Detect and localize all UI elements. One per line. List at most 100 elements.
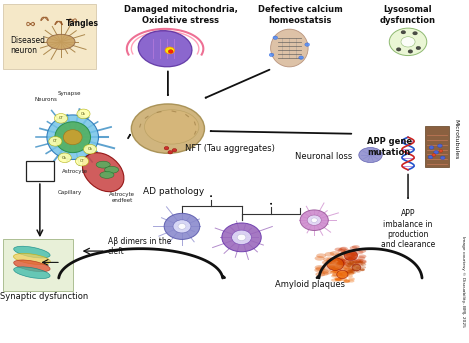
Circle shape <box>432 154 436 156</box>
Circle shape <box>429 146 434 149</box>
Ellipse shape <box>348 280 355 283</box>
Ellipse shape <box>335 257 345 261</box>
Text: Capillary: Capillary <box>57 190 82 195</box>
Text: APP
imbalance in
production
and clearance: APP imbalance in production and clearanc… <box>381 209 435 249</box>
Ellipse shape <box>340 250 348 254</box>
Bar <box>26 161 54 181</box>
Circle shape <box>178 224 186 229</box>
Text: Astrocyte
endfeet: Astrocyte endfeet <box>109 192 135 203</box>
Text: Defective calcium
homeostatsis: Defective calcium homeostatsis <box>258 5 342 25</box>
Ellipse shape <box>345 268 355 273</box>
Ellipse shape <box>322 260 332 265</box>
Text: Diseased
neuron: Diseased neuron <box>10 36 45 56</box>
Circle shape <box>77 109 90 119</box>
Ellipse shape <box>14 267 50 279</box>
Ellipse shape <box>335 278 341 281</box>
Ellipse shape <box>343 266 350 269</box>
Ellipse shape <box>347 270 354 273</box>
Ellipse shape <box>350 271 355 273</box>
Ellipse shape <box>338 259 346 262</box>
Text: Microtubules: Microtubules <box>454 119 458 159</box>
Ellipse shape <box>341 259 349 262</box>
Ellipse shape <box>335 262 345 266</box>
Ellipse shape <box>346 261 351 264</box>
Ellipse shape <box>332 270 338 273</box>
Text: Aβ dimers in the
cleft: Aβ dimers in the cleft <box>108 237 171 256</box>
Circle shape <box>440 156 445 159</box>
Circle shape <box>173 220 191 233</box>
Ellipse shape <box>356 267 361 269</box>
Circle shape <box>232 230 251 245</box>
Text: Ck: Ck <box>88 147 92 151</box>
Ellipse shape <box>331 270 338 273</box>
Ellipse shape <box>359 147 382 163</box>
Ellipse shape <box>352 245 360 249</box>
Ellipse shape <box>349 261 354 263</box>
Ellipse shape <box>332 265 339 269</box>
Circle shape <box>352 264 361 271</box>
Ellipse shape <box>333 270 340 273</box>
Ellipse shape <box>322 270 332 275</box>
Circle shape <box>434 151 439 154</box>
Ellipse shape <box>348 269 354 272</box>
Ellipse shape <box>96 161 110 168</box>
Ellipse shape <box>346 272 352 274</box>
Ellipse shape <box>360 268 365 271</box>
Ellipse shape <box>144 110 199 144</box>
Ellipse shape <box>349 263 355 265</box>
Circle shape <box>172 149 177 152</box>
Circle shape <box>413 32 417 35</box>
Circle shape <box>305 43 310 46</box>
Ellipse shape <box>315 256 325 261</box>
Ellipse shape <box>348 269 354 271</box>
Circle shape <box>299 56 303 59</box>
Ellipse shape <box>319 271 329 276</box>
Ellipse shape <box>351 271 356 274</box>
Ellipse shape <box>326 259 336 264</box>
Circle shape <box>311 218 318 223</box>
Ellipse shape <box>358 249 366 253</box>
Ellipse shape <box>344 268 354 272</box>
Circle shape <box>401 31 406 34</box>
Circle shape <box>165 47 174 54</box>
Circle shape <box>438 144 442 147</box>
Circle shape <box>344 251 357 260</box>
Ellipse shape <box>348 257 356 260</box>
Ellipse shape <box>323 257 333 262</box>
Ellipse shape <box>346 274 353 277</box>
Text: Amyloid plaques: Amyloid plaques <box>274 280 345 288</box>
Ellipse shape <box>360 262 365 264</box>
Ellipse shape <box>355 262 360 265</box>
Ellipse shape <box>351 264 356 267</box>
Ellipse shape <box>335 268 341 271</box>
Ellipse shape <box>350 246 357 250</box>
Circle shape <box>408 50 413 53</box>
Ellipse shape <box>334 248 342 251</box>
Ellipse shape <box>316 267 325 271</box>
Ellipse shape <box>339 268 349 273</box>
Ellipse shape <box>330 251 340 256</box>
Text: APP gene
mutation: APP gene mutation <box>367 137 412 157</box>
Circle shape <box>58 153 71 163</box>
Circle shape <box>428 155 433 159</box>
Ellipse shape <box>338 249 345 252</box>
Ellipse shape <box>361 263 366 266</box>
Ellipse shape <box>47 34 75 49</box>
Circle shape <box>327 258 344 270</box>
Ellipse shape <box>339 275 345 278</box>
Ellipse shape <box>346 261 351 264</box>
Ellipse shape <box>353 260 361 263</box>
Circle shape <box>164 146 169 150</box>
Circle shape <box>168 151 173 154</box>
Text: O²: O² <box>59 116 63 120</box>
Circle shape <box>439 150 443 152</box>
Ellipse shape <box>348 272 355 275</box>
Ellipse shape <box>340 262 347 265</box>
Circle shape <box>54 114 68 123</box>
Ellipse shape <box>350 269 356 271</box>
Ellipse shape <box>331 274 338 277</box>
Ellipse shape <box>352 261 357 264</box>
Ellipse shape <box>339 247 347 251</box>
Ellipse shape <box>325 252 334 257</box>
Ellipse shape <box>348 263 353 265</box>
